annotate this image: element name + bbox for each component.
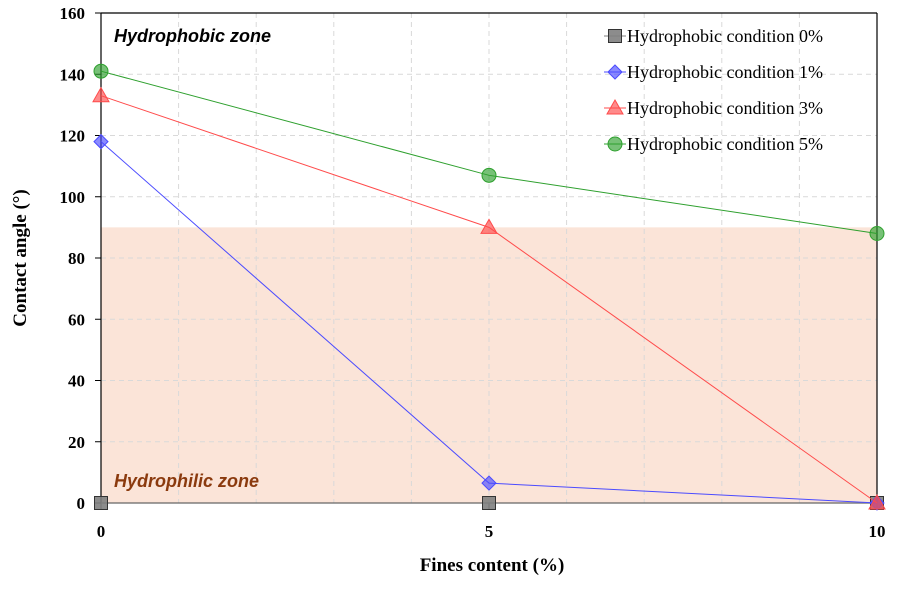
legend-entry: Hydrophobic condition 1%: [627, 62, 823, 82]
y-tick-label: 20: [68, 433, 85, 452]
series-1: [93, 133, 885, 511]
y-tick-label: 40: [68, 372, 85, 391]
legend-marker: [606, 98, 624, 115]
data-point: [868, 493, 886, 510]
legend-marker: [607, 64, 623, 80]
x-tick-label: 10: [869, 522, 886, 541]
data-point: [481, 167, 497, 183]
y-tick-label: 140: [60, 65, 86, 84]
hydrophilic-zone-label: Hydrophilic zone: [114, 471, 259, 491]
data-point: [480, 218, 498, 234]
legend-marker: [608, 29, 622, 43]
y-tick-label: 100: [60, 188, 86, 207]
data-point: [482, 496, 496, 510]
y-axis-title: Contact angle (°): [10, 189, 31, 326]
y-tick-label: 80: [68, 249, 85, 268]
legend-entry: Hydrophobic condition 0%: [627, 26, 823, 46]
y-tick-label: 0: [77, 494, 86, 513]
data-point: [481, 475, 497, 491]
series-2: [92, 86, 886, 510]
hydrophobic-zone-label: Hydrophobic zone: [114, 26, 271, 46]
y-tick-label: 160: [60, 4, 86, 23]
grid-lines: [101, 13, 877, 503]
data-point: [94, 496, 108, 510]
data-point: [93, 133, 109, 150]
y-tick-label: 60: [68, 310, 85, 329]
data-point: [92, 86, 110, 103]
y-axis-ticks: 0 20 40 60 80 100 120 140 160: [60, 4, 101, 513]
series-3: [93, 63, 885, 241]
data-point: [869, 226, 885, 241]
data-series: [92, 63, 886, 511]
legend: Hydrophobic condition 0% Hydrophobic cond…: [604, 26, 823, 154]
legend-entry: Hydrophobic condition 3%: [627, 98, 823, 118]
x-tick-label: 0: [97, 522, 106, 541]
legend-entry: Hydrophobic condition 5%: [627, 134, 823, 154]
x-axis-title: Fines content (%): [420, 555, 565, 576]
legend-marker: [607, 136, 623, 152]
data-point: [93, 63, 109, 79]
y-tick-label: 120: [60, 127, 86, 146]
x-tick-label: 5: [485, 522, 494, 541]
